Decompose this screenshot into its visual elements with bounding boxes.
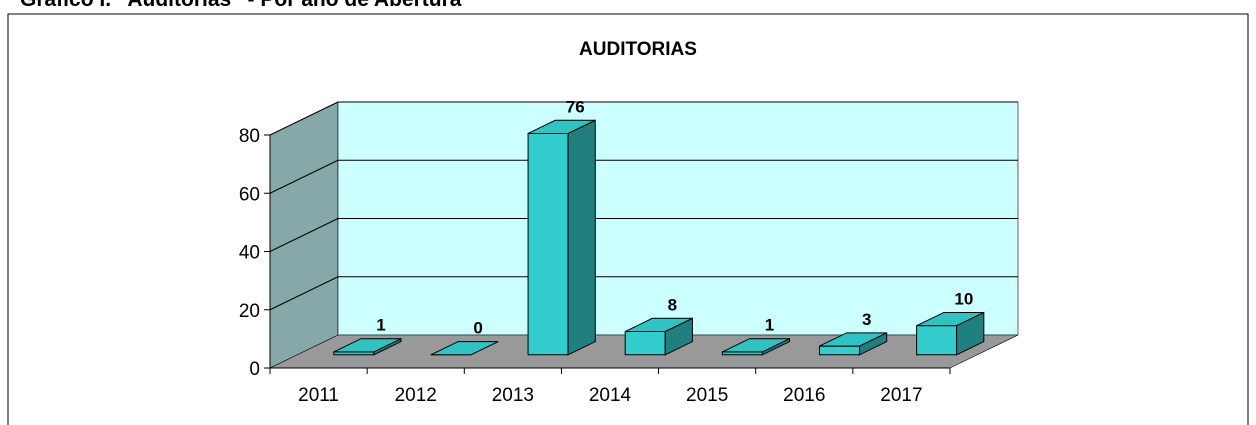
- x-tick-label: 2017: [880, 385, 922, 406]
- y-tick-label: 80: [239, 126, 260, 147]
- bar-top: [333, 338, 402, 353]
- bar-top: [722, 338, 790, 353]
- value-label: 1: [765, 316, 774, 335]
- bar-front: [916, 325, 958, 356]
- bar-front: [527, 132, 569, 356]
- bar-side: [567, 119, 596, 356]
- x-tick-label: 2013: [492, 385, 534, 406]
- bar-top: [819, 332, 887, 347]
- bar-front: [818, 345, 860, 356]
- y-tick-label: 40: [239, 243, 260, 264]
- x-tick-label: 2011: [298, 385, 339, 406]
- bar-front: [624, 331, 666, 356]
- value-label: 10: [954, 289, 973, 308]
- value-label: 0: [473, 319, 482, 338]
- bar-top: [527, 119, 596, 134]
- y-tick-label: 60: [239, 184, 260, 205]
- y-tick-label: 20: [239, 301, 260, 322]
- grid-line: [269, 218, 339, 252]
- page-header: Gráfico I. “Auditorias” - Por año de Abe…: [20, 0, 462, 11]
- value-label: 8: [668, 295, 677, 314]
- grid-line: [269, 159, 339, 194]
- chart-title: AUDITORIAS: [579, 39, 697, 60]
- y-tick-label: 0: [249, 359, 260, 380]
- bar-top: [430, 341, 499, 356]
- bar-top: [624, 317, 693, 332]
- bar-top: [916, 311, 985, 327]
- x-tick-label: 2012: [395, 385, 437, 406]
- x-tick-label: 2016: [783, 385, 825, 406]
- value-label: 76: [566, 97, 585, 116]
- x-tick-label: 2014: [589, 385, 632, 406]
- grid-line: [269, 276, 339, 311]
- value-label: 3: [862, 310, 871, 329]
- value-label: 1: [376, 316, 385, 335]
- chart-frame: [7, 13, 1249, 425]
- plot: 0 20 40 60 80 2011 1 2012 0 2013 76 2014 8 2015 1 2016 3…: [239, 97, 1019, 406]
- x-tick-label: 2015: [686, 385, 728, 406]
- grid-line: [269, 101, 339, 136]
